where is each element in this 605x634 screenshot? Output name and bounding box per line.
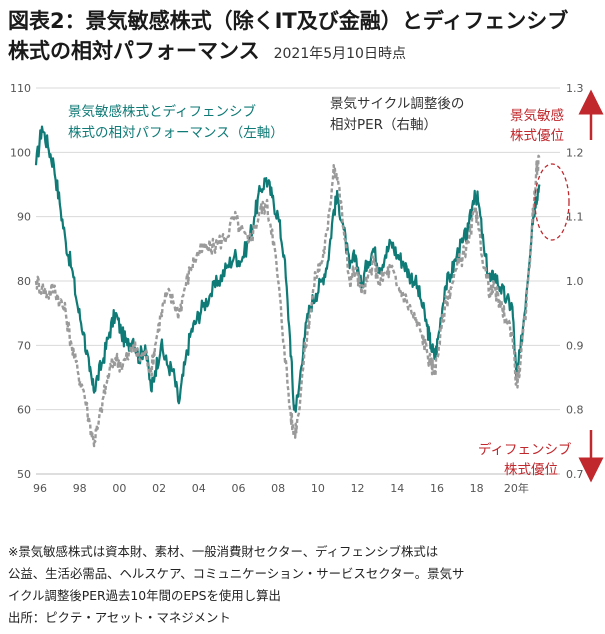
left-tick-label: 60 [17, 404, 31, 417]
title-line-2-text: 株式の相対パフォーマンス [8, 39, 260, 63]
x-tick-label: 12 [351, 482, 365, 495]
x-tick-label: 98 [73, 482, 87, 495]
left-tick-label: 110 [10, 82, 31, 95]
relative-performance-chart: 50 60 70 80 90 100 110 0.7 0.8 0.9 1.0 1.1 1.2 1.3 9… [10, 82, 604, 495]
cyclical-advantage-label-line-2: 株式優位 [510, 128, 564, 144]
relative-per-line [34, 154, 541, 448]
left-tick-label: 70 [17, 339, 31, 352]
footnote: ※景気敏感株式は資本財、素材、一般消費財セクター、ディフェンシブ株式は 公益、生… [8, 541, 600, 629]
figure-title: 図表2：景気敏感株式（除くIT及び金融）とディフェンシブ 株式の相対パフォーマン… [8, 6, 598, 69]
right-tick-label: 1.1 [566, 211, 584, 224]
gray-series-label-line-2: 相対PER（右軸） [330, 117, 437, 133]
as-of-date: 2021年5月10日時点 [273, 46, 406, 62]
x-tick-label: 14 [390, 482, 404, 495]
highlight-ellipse [534, 163, 570, 241]
footnote-line-1: ※景気敏感株式は資本財、素材、一般消費財セクター、ディフェンシブ株式は [8, 544, 439, 559]
x-tick-label: 20年 [504, 481, 529, 495]
defensive-advantage-label-line-2: 株式優位 [504, 462, 558, 478]
footnote-line-2: 公益、生活必需品、ヘルスケア、コミュニケーション・サービスセクター。景気サ [8, 566, 465, 581]
x-tick-label: 96 [33, 482, 47, 495]
x-tick-label: 18 [470, 482, 484, 495]
x-tick-label: 06 [231, 482, 245, 495]
left-tick-label: 50 [17, 468, 31, 481]
x-tick-label: 04 [192, 482, 206, 495]
footnote-line-4: 出所：ピクテ・アセット・マネジメント [8, 610, 231, 625]
relative-performance-line [34, 125, 541, 413]
left-tick-label: 100 [10, 146, 31, 159]
x-axis-ticks: 96 98 00 02 04 06 08 10 12 14 16 18 20年 [33, 473, 560, 495]
right-tick-label: 0.9 [566, 339, 584, 352]
right-tick-label: 1.2 [566, 146, 584, 159]
series-lines [34, 125, 541, 448]
left-axis-ticks: 50 60 70 80 90 100 110 [10, 82, 31, 481]
green-series-label-line-1: 景気敏感株式とディフェンシブ [68, 103, 257, 120]
right-tick-label: 1.3 [566, 82, 584, 95]
left-tick-label: 90 [17, 211, 31, 224]
right-tick-label: 0.8 [566, 404, 584, 417]
title-line-1: 図表2：景気敏感株式（除くIT及び金融）とディフェンシブ [8, 9, 569, 33]
gray-series-label-line-1: 景気サイクル調整後の [330, 96, 464, 112]
x-tick-label: 16 [430, 482, 444, 495]
cyclical-advantage-label-line-1: 景気敏感 [510, 107, 564, 124]
footnote-line-3: イクル調整後PER過去10年間のEPSを使用し算出 [8, 588, 281, 603]
right-tick-label: 0.7 [566, 468, 584, 481]
x-tick-label: 10 [311, 482, 325, 495]
title-line-2: 株式の相対パフォーマンス 2021年5月10日時点 [8, 36, 598, 69]
x-tick-label: 02 [152, 482, 166, 495]
defensive-advantage-label-line-1: ディフェンシブ [478, 441, 572, 458]
left-tick-label: 80 [17, 275, 31, 288]
x-tick-label: 00 [112, 482, 126, 495]
x-tick-label: 08 [271, 482, 285, 495]
green-series-label-line-2: 株式の相対パフォーマンス（左軸） [68, 125, 284, 141]
right-axis-ticks: 0.7 0.8 0.9 1.0 1.1 1.2 1.3 [566, 82, 584, 481]
right-tick-label: 1.0 [566, 275, 584, 288]
